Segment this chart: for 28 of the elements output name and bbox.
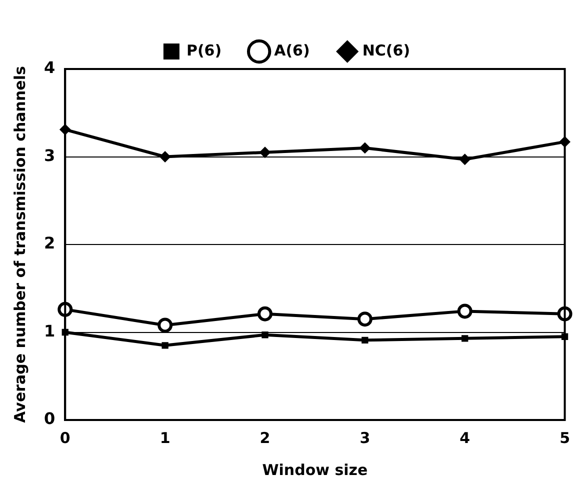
point <box>459 154 470 165</box>
x-tick-label: 2 <box>260 428 270 447</box>
point <box>359 142 370 154</box>
x-tick-label: 4 <box>460 428 470 447</box>
point <box>259 146 270 158</box>
x-tick-label: 1 <box>160 428 170 447</box>
point <box>457 304 472 319</box>
point <box>257 306 272 322</box>
y-tick-label: 1 <box>44 321 56 340</box>
x-tick-label: 3 <box>360 428 370 447</box>
y-tick-label: 4 <box>44 58 56 78</box>
y-axis-title: Average number of transmission channels <box>10 66 29 423</box>
point <box>362 336 368 344</box>
point <box>162 342 168 349</box>
x-axis-title: Window size <box>262 460 368 479</box>
x-tick-label: 5 <box>560 428 570 447</box>
point <box>160 151 171 162</box>
point <box>262 332 268 338</box>
y-tick-label: 0 <box>44 409 56 428</box>
point <box>462 335 468 342</box>
point <box>158 318 173 333</box>
point <box>357 312 372 327</box>
legend-label: P(6) <box>186 41 222 60</box>
y-tick-label: 2 <box>44 234 56 253</box>
legend-label: NC(6) <box>362 41 410 60</box>
y-tick-label: 3 <box>44 146 56 165</box>
x-tick-label: 0 <box>60 428 70 447</box>
legend-label: A(6) <box>274 41 310 60</box>
